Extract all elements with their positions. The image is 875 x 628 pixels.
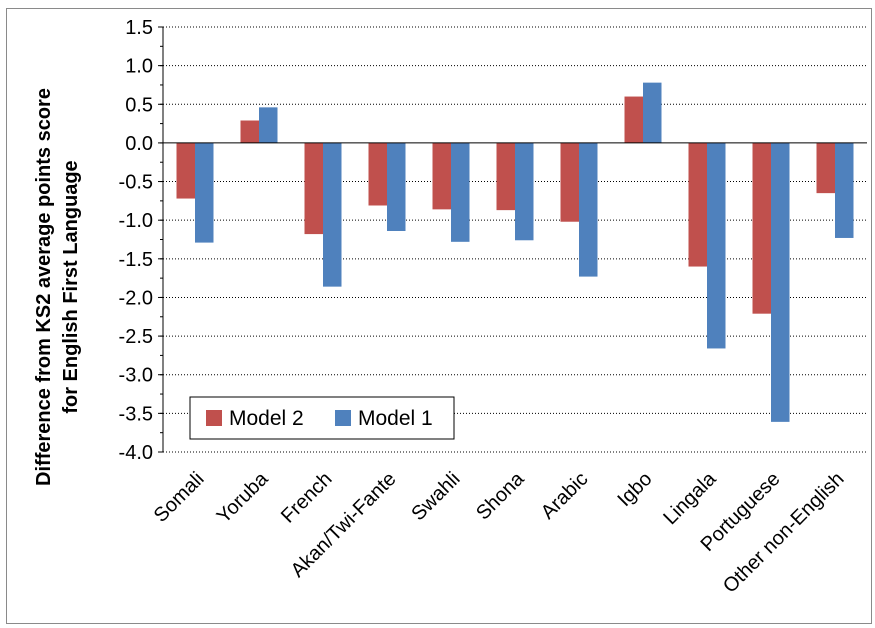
y-tick-label: -3.0 [119, 365, 153, 387]
bar-model-2-portuguese [752, 142, 771, 314]
bar-model-1-arabic [579, 142, 598, 277]
bar-model-1-akan-twi-fante [387, 142, 406, 231]
chart-frame [6, 8, 872, 624]
x-tick-label: Lingala [659, 467, 721, 529]
x-tick-label: Other non-English [719, 468, 849, 598]
y-tick-label: 0.0 [125, 133, 153, 155]
y-tick-label: -2.5 [119, 326, 153, 348]
y-tick-label: 0.5 [125, 94, 153, 116]
bar-model-2-shona [496, 142, 515, 211]
x-tick-label: Igbo [613, 468, 656, 511]
bar-model-2-french [304, 142, 323, 235]
bar-model-1-shona [515, 142, 534, 241]
bar-model-1-somali [195, 142, 214, 243]
bar-model-1-yoruba [259, 107, 278, 143]
bar-model-2-akan-twi-fante [368, 142, 387, 206]
x-tick-label: Somali [150, 468, 209, 527]
y-tick-labels: 1.5 1.0 0.5 0.0 -0.5 -1.0 -1.5 -2.0 -2.5 -3.0 -3.5… [119, 17, 153, 464]
bars [176, 82, 854, 422]
bar-model-2-arabic [560, 142, 579, 222]
y-tick-label: -4.0 [119, 442, 153, 464]
legend-label-model-2: Model 2 [229, 407, 304, 430]
axes [158, 26, 867, 453]
legend: Model 2 Model 1 [189, 396, 455, 440]
y-axis-label-line1: Difference from KS2 average points score [33, 88, 55, 486]
bar-model-2-swahli [432, 142, 451, 210]
x-tick-label: Arabic [537, 468, 593, 524]
bar-model-2-yoruba [240, 120, 259, 143]
y-tick-label: -1.5 [119, 249, 153, 271]
legend-swatch-model-1 [335, 410, 351, 426]
legend-label-model-1: Model 1 [358, 407, 433, 430]
bar-model-2-somali [176, 142, 195, 199]
bar-model-2-other-non-english [816, 142, 835, 194]
x-tick-label: Shona [472, 467, 529, 524]
bar-model-1-other-non-english [835, 142, 854, 238]
x-tick-label: Swahli [407, 468, 464, 525]
bar-model-2-igbo [624, 96, 643, 143]
y-tick-label: -3.5 [119, 403, 153, 425]
y-tick-label: -0.5 [119, 172, 153, 194]
y-tick-label: 1.0 [125, 56, 153, 78]
bar-model-1-lingala [707, 142, 726, 349]
legend-box [189, 396, 455, 440]
bar-model-1-swahli [451, 142, 470, 242]
y-axis-label-line2: for English First Language [60, 160, 82, 413]
legend-swatch-model-2 [206, 410, 222, 426]
bar-model-1-portuguese [771, 142, 790, 422]
y-tick-label: -1.0 [119, 210, 153, 232]
x-tick-label: French [277, 468, 337, 528]
y-tick-label: 1.5 [125, 17, 153, 39]
bar-model-2-lingala [688, 142, 707, 267]
bar-model-1-french [323, 142, 342, 287]
x-tick-label: Yoruba [213, 467, 273, 527]
y-tick-label: -2.0 [119, 287, 153, 309]
bar-model-1-igbo [643, 82, 662, 143]
